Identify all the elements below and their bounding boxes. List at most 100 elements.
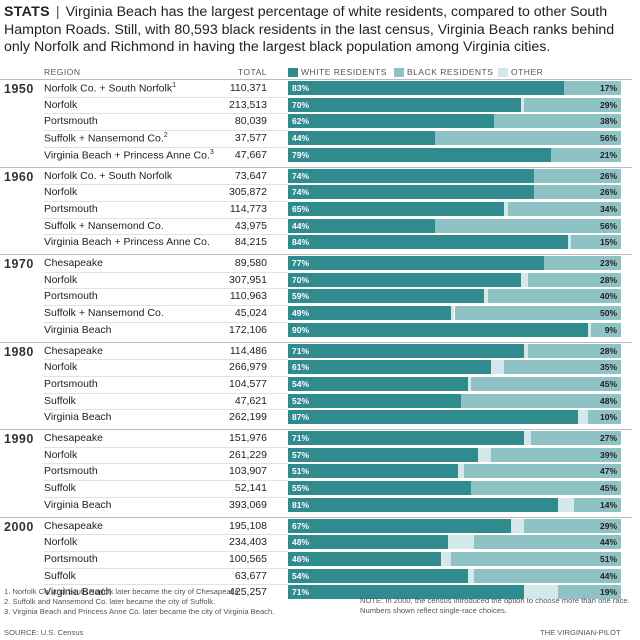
bar-segment-other — [521, 272, 528, 287]
region-name: Virginia Beach — [44, 323, 112, 336]
region-total: 100,565 — [229, 552, 267, 565]
bar-segment-white — [288, 306, 452, 321]
bar-segment-black — [434, 131, 621, 146]
stacked-bar: 55% 45% — [288, 481, 621, 496]
bar-segment-black — [471, 481, 621, 496]
white-percent-label: 52% — [292, 395, 310, 406]
region-name: Norfolk — [44, 448, 78, 461]
source-credit: SOURCE: U.S. Census — [4, 628, 84, 637]
bar-segment-white — [288, 289, 485, 304]
stacked-bar: 77% 23% — [288, 256, 621, 270]
group-divider — [0, 516, 632, 518]
region-name: Suffolk + Nansemond Co. — [44, 307, 164, 320]
black-percent-label: 29% — [599, 520, 617, 531]
white-percent-label: 62% — [292, 116, 310, 127]
bar-segment-black — [504, 360, 621, 375]
bar-segment-white — [288, 551, 442, 566]
bar-segment-white — [288, 201, 505, 216]
row-divider — [44, 200, 288, 202]
row-divider — [44, 496, 288, 498]
white-percent-label: 83% — [292, 83, 310, 93]
footnote-marker: 3 — [209, 148, 214, 156]
decade-label: 1960 — [4, 169, 34, 184]
region-label: Norfolk — [44, 536, 77, 548]
row-divider — [44, 305, 288, 307]
black-percent-label: 9% — [604, 324, 617, 335]
bar-segment-other — [491, 360, 505, 375]
bar-segment-white — [288, 464, 458, 479]
row-divider — [44, 217, 288, 219]
black-percent-label: 28% — [599, 345, 617, 356]
black-percent-label: 56% — [599, 220, 617, 231]
stacked-bar: 51% 47% — [288, 464, 621, 479]
black-percent-label: 14% — [599, 499, 617, 510]
bar-segment-other — [467, 568, 475, 583]
bar-segment-other — [447, 535, 475, 550]
region-total: 393,069 — [229, 498, 267, 511]
bar-segment-other — [504, 201, 508, 216]
footnote-1: 1. Norfolk Co. and South Norfolk later b… — [4, 587, 241, 596]
region-total: 195,108 — [229, 519, 267, 532]
region-name: Portsmouth — [44, 290, 98, 303]
bar-segment-other — [521, 97, 525, 112]
region-total: 47,621 — [234, 394, 267, 407]
group-divider — [0, 341, 632, 343]
stacked-bar: 61% 35% — [288, 360, 621, 375]
region-name: Suffolk — [44, 394, 76, 407]
bar-segment-other — [441, 551, 452, 566]
bar-segment-white — [288, 97, 522, 112]
region-total: 172,106 — [229, 323, 267, 336]
region-label: Chesapeake — [44, 432, 103, 444]
row-divider — [44, 550, 288, 552]
group-divider — [0, 166, 632, 168]
bar-segment-black — [507, 201, 621, 216]
bar-segment-white — [288, 497, 558, 512]
total-column-header: TOTAL — [237, 67, 267, 77]
black-percent-label: 17% — [599, 83, 617, 93]
stacked-bar: 57% 39% — [288, 447, 621, 462]
region-name: Norfolk — [44, 361, 78, 374]
white-percent-label: 54% — [292, 570, 310, 581]
region-label: Virginia Beach — [44, 586, 112, 598]
footnote-2: 2. Suffolk and Nansemond Co. later becam… — [4, 597, 216, 606]
bar-segment-black — [564, 81, 621, 95]
black-percent-label: 34% — [599, 203, 617, 214]
region-total: 151,976 — [229, 432, 267, 444]
black-percent-label: 40% — [599, 291, 617, 302]
bar-segment-black — [527, 272, 621, 287]
bar-segment-black — [527, 343, 621, 358]
bar-segment-black — [591, 322, 621, 337]
stacked-bar: 44% 56% — [288, 131, 621, 146]
bar-segment-white — [288, 131, 435, 146]
bar-segment-other — [477, 447, 492, 462]
region-total: 84,215 — [234, 236, 267, 249]
region-name: Portsmouth — [44, 377, 98, 390]
white-percent-label: 71% — [292, 587, 310, 598]
legend-label-black: BLACK RESIDENTS — [407, 67, 494, 77]
region-name: Suffolk — [44, 482, 76, 495]
region-name: Norfolk Co. + South Norfolk — [44, 169, 173, 182]
region-name: Chesapeake — [44, 519, 103, 532]
white-percent-label: 46% — [292, 553, 310, 564]
black-percent-label: 48% — [599, 395, 617, 406]
legend-swatch-white — [288, 68, 298, 77]
region-total: 63,677 — [234, 569, 267, 582]
white-percent-label: 59% — [292, 291, 310, 302]
stacked-bar: 71% 27% — [288, 431, 621, 445]
bar-segment-black — [474, 568, 621, 583]
region-name: Suffolk + Nansemond Co. — [44, 132, 164, 145]
region-total: 47,667 — [234, 148, 267, 161]
region-total: 104,577 — [229, 377, 267, 390]
bar-segment-black — [491, 447, 621, 462]
row-divider — [44, 375, 288, 377]
legend-label-other: OTHER — [511, 67, 544, 77]
white-percent-label: 81% — [292, 499, 310, 510]
region-total: 45,024 — [234, 307, 267, 320]
bar-segment-white — [288, 376, 468, 391]
region-name: Suffolk — [44, 569, 76, 582]
decade-label: 1970 — [4, 257, 34, 271]
black-percent-label: 19% — [599, 587, 617, 598]
region-label: Portsmouth — [44, 115, 98, 127]
bar-segment-black — [587, 410, 621, 425]
region-total: 110,963 — [229, 290, 267, 303]
